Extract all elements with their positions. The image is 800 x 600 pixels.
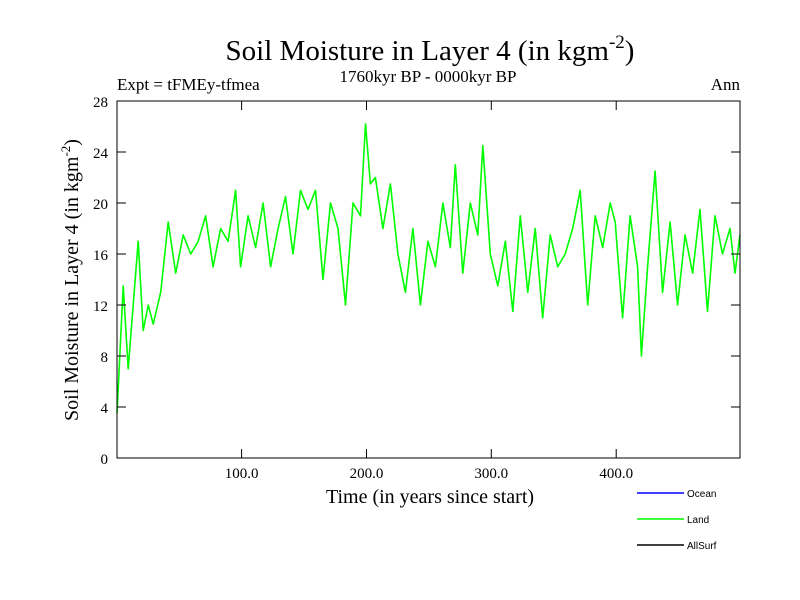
y-tick-label: 0 bbox=[101, 452, 109, 468]
y-axis: 0 4 8 12 16 20 24 28 bbox=[93, 95, 740, 468]
x-tick-400: 400.0 bbox=[599, 101, 633, 482]
legend-item-land: Land bbox=[637, 515, 709, 526]
y-tick-4: 4 bbox=[101, 401, 740, 417]
y-tick-8: 8 bbox=[101, 350, 740, 366]
y-tick-label: 28 bbox=[93, 95, 108, 111]
y-tick-label: 24 bbox=[93, 146, 109, 162]
x-tick-label: 300.0 bbox=[474, 466, 508, 482]
y-tick-label: 4 bbox=[101, 401, 109, 417]
subtitle-season: Ann bbox=[711, 75, 741, 94]
x-axis: 100.0 200.0 300.0 400.0 bbox=[225, 101, 633, 482]
legend-label-land: Land bbox=[687, 515, 709, 526]
legend: Ocean Land AllSurf bbox=[637, 489, 717, 552]
y-tick-20: 20 bbox=[93, 197, 740, 213]
y-axis-label: Soil Moisture in Layer 4 (in kgm-2) bbox=[58, 139, 83, 421]
series-line-land bbox=[116, 123, 741, 414]
y-tick-label: 16 bbox=[93, 248, 109, 264]
x-tick-200: 200.0 bbox=[350, 101, 384, 482]
x-tick-label: 200.0 bbox=[350, 466, 384, 482]
y-tick-24: 24 bbox=[93, 146, 740, 162]
legend-label-ocean: Ocean bbox=[687, 489, 716, 500]
x-tick-label: 400.0 bbox=[599, 466, 633, 482]
x-axis-label: Time (in years since start) bbox=[326, 486, 534, 508]
subtitle-period: 1760kyr BP - 0000kyr BP bbox=[340, 67, 517, 86]
chart-title: Soil Moisture in Layer 4 (in kgm-2) bbox=[226, 32, 635, 67]
plot-frame bbox=[116, 100, 741, 459]
y-tick-label: 12 bbox=[93, 299, 108, 315]
x-tick-100: 100.0 bbox=[225, 101, 259, 482]
legend-label-allsurf: AllSurf bbox=[687, 541, 717, 552]
subtitle-experiment: Expt = tFMEy-tfmea bbox=[117, 75, 260, 94]
y-tick-0: 0 bbox=[101, 452, 740, 468]
y-tick-28: 28 bbox=[93, 95, 740, 111]
legend-item-ocean: Ocean bbox=[637, 489, 716, 500]
y-tick-label: 8 bbox=[101, 350, 109, 366]
x-tick-label: 100.0 bbox=[225, 466, 259, 482]
y-tick-12: 12 bbox=[93, 299, 740, 315]
y-tick-label: 20 bbox=[93, 197, 108, 213]
y-tick-16: 16 bbox=[93, 248, 740, 264]
legend-item-allsurf: AllSurf bbox=[637, 541, 717, 552]
x-tick-300: 300.0 bbox=[474, 101, 508, 482]
